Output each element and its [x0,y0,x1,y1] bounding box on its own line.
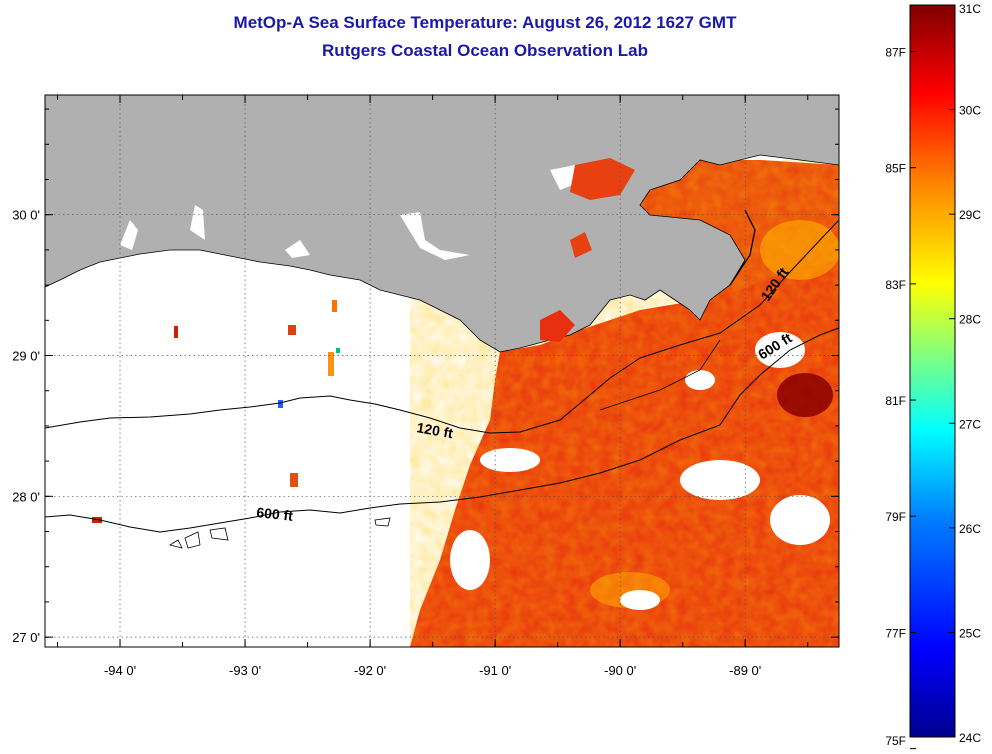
colorbar [909,4,956,738]
lat-tick-label: 27 0' [12,630,40,645]
lake [190,205,205,240]
colorbar-label-c: 31C [959,2,981,16]
cloud-gap [480,448,540,472]
lon-tick-label: -92 0' [354,663,386,678]
lon-tick-label: -91 0' [479,663,511,678]
colorbar-label-f: 85F [885,162,906,176]
colorbar-label-f: 75F [885,734,906,748]
contour-ridge [729,209,756,286]
sst-pixel [290,473,298,487]
lake [120,220,138,250]
colorbar-label-f: 83F [885,278,906,292]
sst-pixel [288,325,296,335]
lat-tick-label: 30 0' [12,208,40,223]
sst-pixel [336,348,340,353]
sst-hot-patch [777,373,833,417]
lon-tick-label: -93 0' [229,663,261,678]
cloud-gap [685,370,715,390]
contour-islands [168,517,391,549]
axis-ticks [45,95,839,647]
colorbar-label-c: 24C [959,731,981,745]
colorbar-label-c: 27C [959,417,981,431]
lake [570,158,635,200]
cloud-gap [755,332,805,368]
cloud-gap [770,495,830,545]
lake [540,310,575,342]
sst-pixel [328,352,334,376]
sst-pixel [332,300,337,312]
colorbar-label-f: 77F [885,626,906,640]
contour-600ft-inner [599,339,721,411]
map-title: MetOp-A Sea Surface Temperature: August … [233,13,737,32]
lake [570,232,592,258]
colorbar-label-c: 25C [959,626,981,640]
colorbar-label-f: 79F [885,510,906,524]
contour-120ft-west [45,219,839,434]
latitude-labels: 30 0' 29 0' 28 0' 27 0' [12,208,40,645]
plot-frame [44,94,840,648]
cloud-gap [680,460,760,500]
colorbar-label-c: 29C [959,208,981,222]
contour-label: 120 ft [415,419,454,441]
colorbar-label-c: 28C [959,313,981,327]
sst-pixel [278,400,283,408]
colorbar-label-c: 30C [959,104,981,118]
lat-tick-label: 28 0' [12,489,40,504]
colorbar-label-c: 26C [959,522,981,536]
lon-tick-label: -90 0' [604,663,636,678]
cloud-gap [620,590,660,610]
lon-tick-label: -89 0' [729,663,761,678]
sst-pixel [174,326,178,338]
land-coastline [45,95,839,353]
lake [400,212,470,260]
colorbar-label-f: 87F [885,45,906,59]
lat-tick-label: 29 0' [12,349,40,364]
cloud-gap [450,530,490,590]
sst-warm-patch-1 [760,220,839,280]
longitude-labels: -94 0' -93 0' -92 0' -91 0' -90 0' -89 0' [104,663,761,678]
colorbar-labels: 31C 30C 29C 28C 27C 26C 25C 24C 87F 85F 83F 81F 79F 7… [885,2,981,750]
map-subtitle: Rutgers Coastal Ocean Observation Lab [322,41,648,60]
contour-label: 600 ft [256,504,294,524]
lon-tick-label: -94 0' [104,663,136,678]
colorbar-label-f: 81F [885,394,906,408]
contour-600ft [45,327,839,533]
lake [285,240,310,258]
